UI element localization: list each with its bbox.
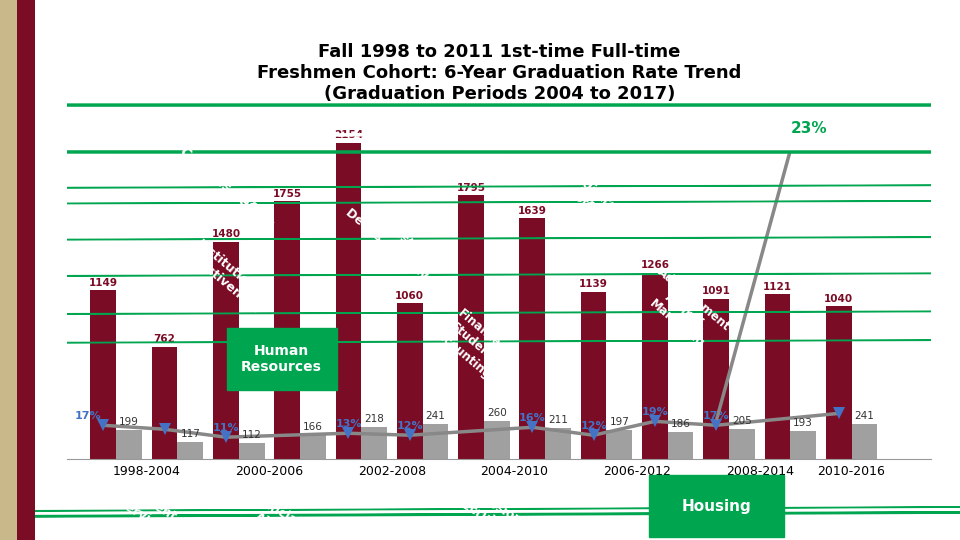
Text: Housing: Housing — [682, 498, 752, 514]
Text: 19%: 19% — [641, 407, 668, 417]
Polygon shape — [0, 113, 960, 158]
Bar — [704, 299, 729, 459]
Text: 1480: 1480 — [211, 229, 240, 239]
Text: Finance,
Student
Accounting: Finance, Student Accounting — [429, 301, 514, 382]
Text: Student
Services: Student Services — [114, 483, 180, 537]
Polygon shape — [649, 475, 784, 537]
Polygon shape — [0, 478, 960, 540]
Bar — [852, 423, 877, 459]
Text: 762: 762 — [154, 334, 176, 345]
Bar — [152, 347, 178, 459]
Text: 17%: 17% — [75, 411, 102, 421]
Text: 1091: 1091 — [702, 286, 731, 296]
Bar — [607, 430, 633, 459]
Text: 199: 199 — [119, 417, 139, 427]
Bar — [213, 241, 239, 459]
Text: 2154: 2154 — [334, 130, 363, 140]
Bar — [275, 201, 300, 459]
Text: 13%: 13% — [335, 419, 362, 429]
Polygon shape — [0, 477, 960, 540]
Text: Campus Safety: Campus Safety — [177, 144, 276, 231]
Bar — [545, 428, 571, 459]
Text: 23%: 23% — [790, 121, 827, 136]
Text: 1060: 1060 — [396, 291, 424, 301]
Bar — [790, 431, 816, 459]
Bar — [396, 303, 422, 459]
Polygon shape — [0, 151, 960, 253]
Text: Provost &
Deans, Faculty: Provost & Deans, Faculty — [344, 195, 441, 282]
Text: 17%: 17% — [703, 411, 730, 421]
Polygon shape — [0, 294, 960, 389]
Bar — [336, 143, 361, 459]
Polygon shape — [0, 188, 960, 289]
Bar — [178, 442, 204, 459]
Bar — [484, 421, 510, 459]
Text: 1139: 1139 — [579, 279, 608, 289]
Polygon shape — [0, 470, 960, 540]
Text: Human
Resources: Human Resources — [241, 344, 323, 374]
Bar — [300, 435, 325, 459]
Bar — [90, 290, 116, 459]
Text: 1755: 1755 — [273, 188, 301, 199]
Text: 112: 112 — [242, 430, 261, 440]
Polygon shape — [0, 153, 960, 221]
Bar — [361, 427, 387, 459]
Polygon shape — [0, 259, 960, 366]
Text: Advancement-
Alumni,
Marketing: Advancement- Alumni, Marketing — [636, 265, 736, 359]
Text: 1639: 1639 — [517, 206, 547, 215]
Text: Fall 1998 to 2011 1st-time Full-time
Freshmen Cohort: 6-Year Graduation Rate Tre: Fall 1998 to 2011 1st-time Full-time Fre… — [257, 43, 741, 103]
Text: 12%: 12% — [396, 421, 423, 431]
Text: 11%: 11% — [212, 423, 239, 433]
Bar — [668, 431, 693, 459]
Text: 241: 241 — [854, 411, 875, 421]
Text: 1121: 1121 — [763, 282, 792, 292]
Text: 260: 260 — [487, 408, 507, 418]
Text: 241: 241 — [425, 411, 445, 421]
Bar — [826, 306, 852, 459]
Text: 1266: 1266 — [640, 260, 669, 271]
Text: Financial
Aid: Financial Aid — [235, 487, 303, 540]
Bar — [764, 294, 790, 459]
Text: 197: 197 — [610, 417, 629, 428]
Bar — [239, 443, 265, 459]
Text: 211: 211 — [548, 415, 568, 426]
Polygon shape — [0, 236, 960, 315]
Bar — [519, 218, 545, 459]
Bar — [422, 423, 448, 459]
Text: 218: 218 — [364, 414, 384, 424]
Text: 166: 166 — [303, 422, 323, 432]
Text: 12%: 12% — [580, 421, 607, 431]
Text: 16%: 16% — [519, 413, 545, 423]
Bar — [729, 429, 755, 459]
Text: 1795: 1795 — [457, 183, 486, 193]
Bar — [642, 273, 668, 459]
Text: 186: 186 — [671, 419, 690, 429]
Text: 193: 193 — [793, 418, 813, 428]
Text: Registrar's
Office: Registrar's Office — [556, 167, 633, 237]
Text: Admissions &
Recruitment: Admissions & Recruitment — [448, 479, 544, 540]
Text: 117: 117 — [180, 429, 201, 439]
Text: Institutional
Effectiveness: Institutional Effectiveness — [181, 234, 272, 316]
Text: OIT: OIT — [103, 122, 135, 150]
Text: 1040: 1040 — [824, 294, 853, 303]
Text: 1149: 1149 — [89, 278, 118, 288]
Bar — [116, 430, 142, 459]
Bar — [581, 292, 607, 459]
Bar — [458, 195, 484, 459]
Polygon shape — [227, 328, 337, 390]
Text: 205: 205 — [732, 416, 752, 426]
